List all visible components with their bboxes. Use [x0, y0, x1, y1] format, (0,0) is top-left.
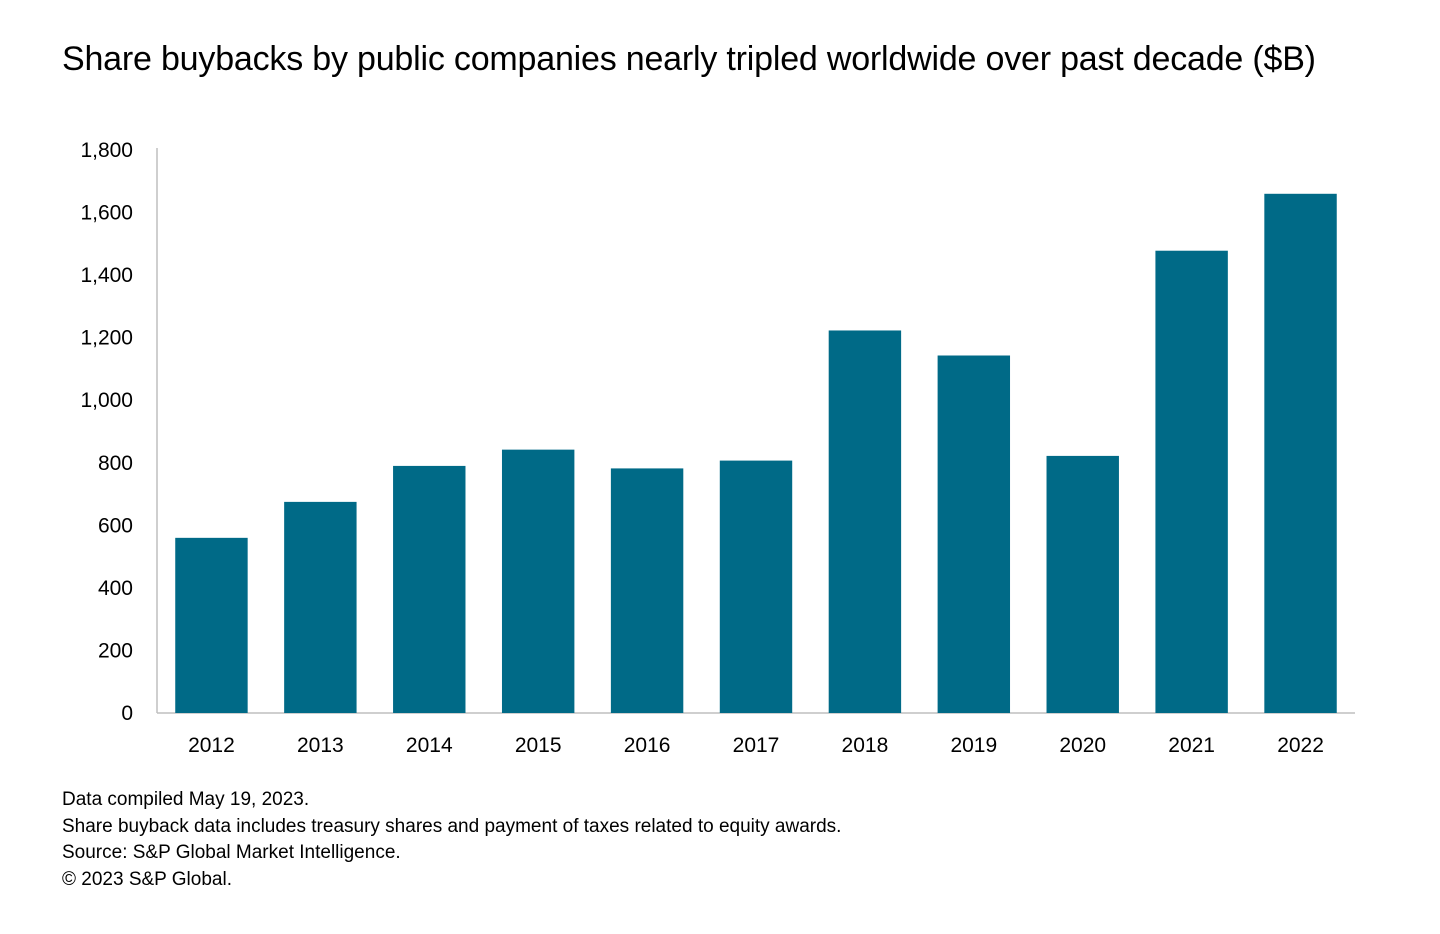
y-tick-label: 1,400 — [80, 264, 133, 287]
bar-2014 — [393, 465, 466, 713]
x-tick-label-2015: 2015 — [515, 734, 562, 757]
bar-2013 — [284, 501, 357, 714]
x-tick-label-2020: 2020 — [1059, 734, 1106, 757]
bar-2019 — [937, 355, 1011, 713]
note-data-definition: Share buyback data includes treasury sha… — [62, 815, 842, 837]
bar-2012 — [175, 537, 248, 713]
x-tick-label-2013: 2013 — [297, 734, 344, 757]
x-tick-label-2016: 2016 — [624, 734, 671, 757]
note-copyright: © 2023 S&P Global. — [62, 868, 232, 890]
x-tick-label-2017: 2017 — [733, 734, 780, 757]
note-date-compiled: Data compiled May 19, 2023. — [62, 789, 310, 810]
y-tick-label: 400 — [98, 577, 133, 600]
y-tick-label: 1,600 — [80, 202, 133, 225]
x-tick-label-2019: 2019 — [950, 734, 997, 757]
y-tick-label: 800 — [98, 452, 133, 475]
y-tick-label: 600 — [98, 514, 133, 537]
x-tick-label-2014: 2014 — [406, 734, 453, 757]
bars — [175, 193, 1337, 714]
x-tick-label-2018: 2018 — [842, 734, 889, 757]
note-source: Source: S&P Global Market Intelligence. — [62, 842, 401, 863]
bar-2021 — [1155, 250, 1228, 713]
y-tick-label: 1,000 — [80, 389, 133, 412]
chart-notes: Data compiled May 19, 2023. Share buybac… — [62, 787, 841, 893]
chart-title: Share buybacks by public companies nearl… — [62, 40, 1316, 78]
bar-2020 — [1046, 455, 1119, 713]
bar-2022 — [1264, 193, 1337, 714]
y-axis: 0 200 400 600 800 1,000 1,200 1,400 1,600 1,800 — [80, 139, 158, 725]
bar-2018 — [828, 330, 902, 713]
bar-2015 — [501, 449, 575, 713]
bar-2016 — [610, 468, 684, 713]
x-axis: 2012 2013 2014 2015 2016 2017 2018 2019 2020 2021… — [157, 712, 1355, 757]
y-tick-label: 1,200 — [80, 327, 133, 350]
x-tick-label-2021: 2021 — [1168, 734, 1215, 757]
y-tick-label: 0 — [121, 702, 133, 725]
bar-2017 — [719, 460, 793, 713]
y-tick-label: 200 — [98, 639, 133, 662]
x-tick-label-2012: 2012 — [188, 734, 235, 757]
y-tick-label: 1,800 — [80, 139, 133, 162]
x-tick-label-2022: 2022 — [1277, 734, 1324, 757]
